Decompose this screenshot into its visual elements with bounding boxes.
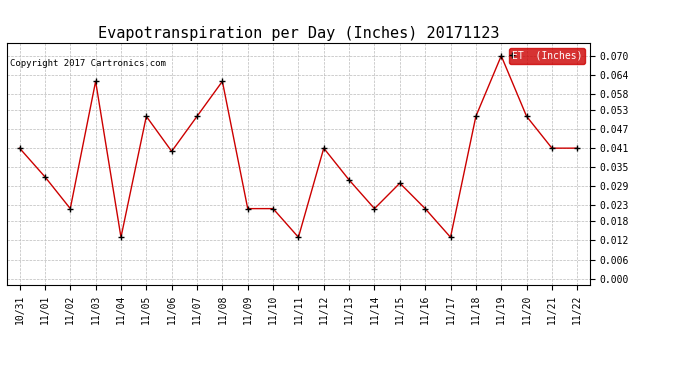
ET  (Inches) [319,146,328,150]
ET  (Inches) [522,114,531,118]
ET  (Inches) [395,181,404,185]
ET  (Inches) [472,114,480,118]
ET  (Inches) [421,206,429,211]
Title: Evapotranspiration per Day (Inches) 20171123: Evapotranspiration per Day (Inches) 2017… [98,26,499,40]
ET  (Inches) [294,235,302,240]
ET  (Inches) [168,149,176,154]
Legend: ET  (Inches): ET (Inches) [509,48,585,64]
ET  (Inches) [371,206,379,211]
ET  (Inches) [218,79,226,84]
ET  (Inches) [92,79,100,84]
ET  (Inches) [193,114,201,118]
Line: ET  (Inches): ET (Inches) [16,53,581,241]
ET  (Inches) [41,174,49,179]
ET  (Inches) [497,54,505,58]
ET  (Inches) [244,206,252,211]
ET  (Inches) [345,178,353,182]
ET  (Inches) [573,146,582,150]
ET  (Inches) [142,114,150,118]
ET  (Inches) [548,146,556,150]
ET  (Inches) [446,235,455,240]
ET  (Inches) [269,206,277,211]
ET  (Inches) [66,206,75,211]
ET  (Inches) [15,146,23,150]
Text: Copyright 2017 Cartronics.com: Copyright 2017 Cartronics.com [10,58,166,68]
ET  (Inches) [117,235,125,240]
